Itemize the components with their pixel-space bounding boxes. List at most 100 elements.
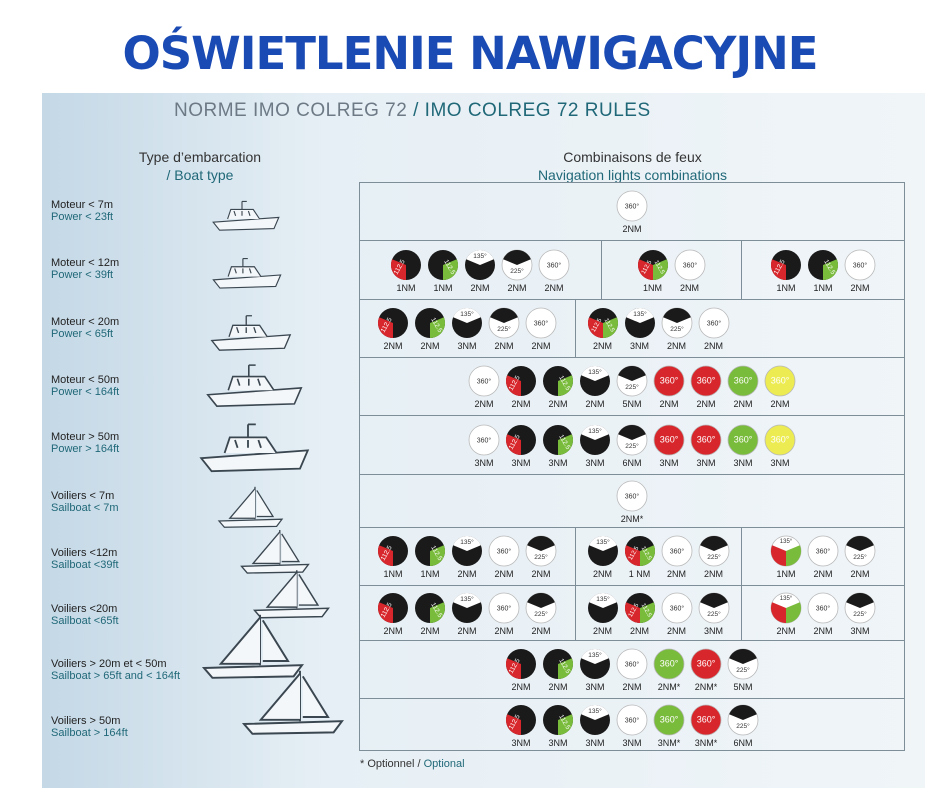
light-range: 2NM (383, 625, 403, 636)
svg-text:360°: 360° (734, 434, 753, 444)
boat-label-en: Sailboat <39ft (51, 559, 119, 571)
row-divider (360, 698, 904, 699)
light-range: 2NM (733, 399, 753, 409)
light-symbol: 225° (698, 535, 729, 567)
light-side: 112.5 112.5 2NM (622, 592, 658, 636)
light-symbol: 112.5 112.5 (637, 249, 668, 280)
boat-label-fr: Voiliers > 20m et < 50m (51, 658, 167, 670)
light-mast: 135° 2NM (462, 249, 498, 293)
light-port: 112.5 3NM (503, 424, 539, 468)
light-range: 3NM (770, 457, 790, 468)
light-symbol: 112.5 (428, 249, 459, 280)
boat-label-en: Sailboat > 65ft and < 164ft (51, 670, 181, 682)
light-w360: 360° 2NM (805, 592, 841, 636)
light-port: 112.5 2NM (503, 648, 539, 692)
light-symbol: 135° (587, 535, 618, 566)
boat-icon-wrap (232, 528, 318, 581)
svg-text:135°: 135° (460, 538, 474, 546)
svg-text:360°: 360° (669, 548, 684, 556)
row-divider (360, 415, 904, 416)
light-range: 2NM* (657, 682, 681, 692)
sailboat-icon (252, 570, 330, 619)
light-range: 3NM (696, 457, 716, 468)
svg-text:360°: 360° (660, 376, 679, 386)
svg-text:225°: 225° (853, 610, 867, 618)
light-mast: 135° 3NM (577, 648, 613, 692)
light-symbol: 225° (661, 307, 692, 339)
row-divider (360, 474, 904, 475)
light-symbol: 135° (580, 648, 610, 679)
svg-text:360°: 360° (497, 548, 512, 556)
light-range: 1NM (776, 569, 796, 579)
light-range: 3NM (457, 341, 477, 351)
svg-text:360°: 360° (625, 492, 640, 500)
svg-text:360°: 360° (853, 261, 868, 269)
light-symbol: 360° (488, 535, 520, 567)
light-symbol: 225° (501, 249, 533, 280)
light-side: 112.5 112.5 1NM (635, 249, 671, 293)
light-symbol: 360° (653, 365, 685, 397)
row-divider (360, 299, 904, 300)
svg-text:135°: 135° (596, 538, 610, 546)
light-symbol: 360° (468, 365, 500, 397)
light-symbol: 360° (616, 704, 648, 735)
boat-label-en: Power < 65ft (51, 328, 114, 340)
light-symbol: 112.5 (415, 536, 446, 566)
light-symbol: 225° (727, 648, 759, 680)
light-w360: 360° 2NM (672, 249, 708, 293)
light-symbol: 112.5 (543, 424, 574, 455)
light-stern: 225° 2NM (523, 535, 559, 579)
sailboat-icon (217, 486, 284, 528)
svg-text:360°: 360° (682, 261, 697, 269)
light-stern: 225° 3NM (696, 592, 732, 636)
light-stern: 225° 2NM (523, 592, 559, 636)
light-stern: 225° 3NM (842, 592, 878, 636)
light-symbol: 112.5 (543, 366, 574, 396)
light-range: 2NM (420, 341, 440, 351)
light-symbol: 360° (764, 424, 796, 455)
light-range: 3NM* (694, 737, 718, 748)
light-range: 2NM (585, 399, 605, 409)
boat-label-fr: Moteur < 7m (51, 199, 114, 211)
light-w360: 360° 2NM (614, 190, 650, 234)
lights-header-fr: Combinaisons de feux (563, 149, 702, 165)
svg-text:360°: 360° (660, 714, 679, 724)
light-symbol: 360° (538, 249, 570, 280)
light-symbol: 360° (616, 190, 648, 222)
svg-text:225°: 225° (707, 610, 721, 618)
svg-text:135°: 135° (588, 651, 602, 659)
row-divider (360, 240, 904, 241)
boat-label-fr: Voiliers > 50m (51, 715, 121, 727)
light-range: 2NM (531, 625, 551, 636)
svg-text:360°: 360° (706, 320, 721, 328)
boat-icon-wrap (210, 252, 284, 298)
light-range: 1NM (396, 282, 416, 293)
light-w360: 360° 2NM (696, 307, 732, 351)
light-range: 2NM (770, 399, 790, 409)
svg-text:225°: 225° (707, 553, 721, 561)
boat-label-fr: Moteur > 50m (51, 431, 120, 443)
boat-label-en: Power < 164ft (51, 386, 120, 398)
light-range: 2NM (494, 625, 514, 636)
sailboat-icon (241, 670, 345, 735)
boat-label: Voiliers <12m Sailboat <39ft (51, 547, 119, 571)
light-symbol: 360° (844, 249, 876, 280)
light-range: 2NM (457, 625, 477, 636)
light-g360: 360° 3NM* (651, 704, 687, 748)
light-symbol: 360° (727, 365, 759, 397)
light-symbol: 360° (674, 249, 705, 280)
svg-text:225°: 225° (736, 666, 750, 674)
light-range: 2NM (696, 399, 716, 409)
light-symbol: 112.5 112.5 (624, 536, 655, 566)
boat-icon-wrap (244, 568, 339, 626)
motorboat-large-icon (199, 423, 310, 473)
light-symbol: 360° (690, 648, 722, 680)
light-symbol: 112.5 112.5 (624, 592, 655, 623)
light-side: 112.5 112.5 2NM (585, 307, 621, 351)
light-range: 2NM (659, 399, 679, 409)
light-w360: 360° 2NM (486, 592, 522, 636)
light-range: 3NM (585, 682, 605, 692)
boat-type-header-en: / Boat type (166, 167, 234, 183)
light-range: 3NM (548, 457, 568, 468)
light-mast: 135° 2NM (449, 592, 485, 636)
